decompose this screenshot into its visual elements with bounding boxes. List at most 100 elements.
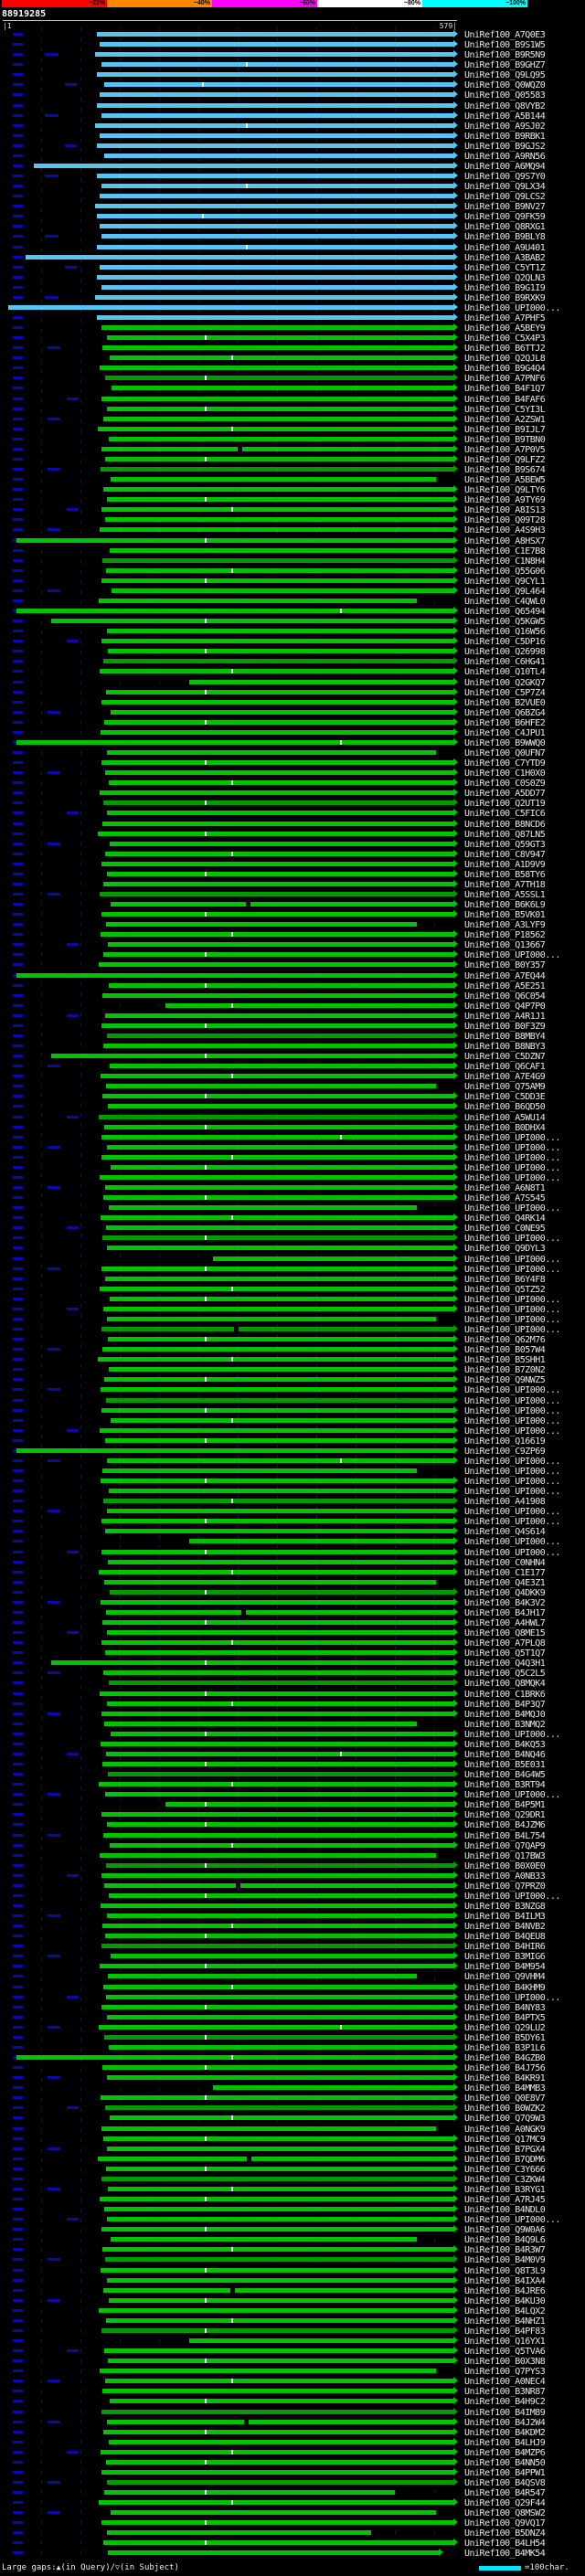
hit-label[interactable]: UniRef100_Q65494	[464, 607, 546, 617]
alignment-bar[interactable]	[16, 609, 453, 613]
hit-label[interactable]: UniRef100_C0NE95	[464, 1224, 546, 1235]
alignment-row[interactable]: UniRef100_UPI000...	[0, 1304, 585, 1315]
hit-label[interactable]: UniRef100_Q8ME15	[464, 1628, 546, 1639]
alignment-bar[interactable]	[103, 1124, 453, 1129]
alignment-row[interactable]: UniRef100_A8IS13	[0, 504, 585, 515]
alignment-bar[interactable]	[165, 1802, 453, 1807]
alignment-bar[interactable]	[105, 1225, 453, 1231]
alignment-row[interactable]: UniRef100_B3NZG8	[0, 1901, 585, 1912]
alignment-bar[interactable]	[102, 992, 453, 998]
hit-label[interactable]: UniRef100_A5WU14	[464, 1112, 546, 1123]
alignment-bar[interactable]	[99, 264, 453, 270]
alignment-bar[interactable]	[101, 1327, 453, 1331]
hit-label[interactable]: UniRef100_B4NY83	[464, 2002, 546, 2013]
alignment-row[interactable]: UniRef100_C5DD3E	[0, 1091, 585, 1102]
alignment-bar[interactable]	[94, 122, 453, 128]
alignment-bar[interactable]	[97, 244, 453, 249]
alignment-row[interactable]: UniRef100_Q9VQ17	[0, 2518, 585, 2528]
alignment-bar[interactable]	[101, 112, 453, 118]
hit-label[interactable]: UniRef100_B0Y357	[464, 960, 546, 971]
hit-label[interactable]: UniRef100_C0S0Z9	[464, 779, 546, 790]
alignment-row[interactable]: UniRef100_C0NHN4	[0, 1557, 585, 1568]
alignment-bar[interactable]	[103, 487, 453, 493]
hit-label[interactable]: UniRef100_B4F1Q7	[464, 384, 546, 395]
hit-label[interactable]: UniRef100_C4QWL0	[464, 596, 546, 607]
alignment-row[interactable]: UniRef100_B4JRE6	[0, 2285, 585, 2296]
hit-label[interactable]: UniRef100_B0F3Z9	[464, 1021, 546, 1032]
alignment-bar[interactable]	[106, 497, 453, 503]
hit-label[interactable]: UniRef100_B4J756	[464, 2063, 546, 2074]
alignment-row[interactable]: UniRef100_B4HIR6	[0, 1941, 585, 1952]
alignment-row[interactable]: UniRef100_Q9W0A6	[0, 2224, 585, 2235]
alignment-bar[interactable]	[100, 1599, 453, 1605]
alignment-row[interactable]: UniRef100_Q16YX1	[0, 2336, 585, 2347]
alignment-bar[interactable]	[104, 1276, 453, 1281]
alignment-bar[interactable]	[16, 2055, 453, 2060]
alignment-row[interactable]: UniRef100_Q5T1Q7	[0, 1648, 585, 1659]
hit-label[interactable]: UniRef100_C5FIC6	[464, 809, 546, 820]
hit-label[interactable]: UniRef100_A5BEY9	[464, 323, 546, 334]
alignment-bar[interactable]	[99, 92, 453, 98]
hit-label[interactable]: UniRef100_B4KHM9	[464, 1982, 546, 1993]
hit-label[interactable]: UniRef100_C1N8H4	[464, 556, 546, 567]
alignment-bar[interactable]	[101, 2520, 453, 2526]
alignment-row[interactable]: UniRef100_Q9LCS2	[0, 191, 585, 202]
hit-label[interactable]: UniRef100_A6MQ94	[464, 161, 546, 172]
alignment-bar[interactable]	[101, 1872, 453, 1878]
alignment-bar[interactable]	[103, 2429, 453, 2434]
alignment-bar[interactable]	[107, 2479, 453, 2485]
hit-label[interactable]: UniRef100_Q4P7P0	[464, 1001, 546, 1012]
alignment-row[interactable]: UniRef100_Q5TVA6	[0, 2346, 585, 2357]
alignment-row[interactable]: UniRef100_Q2QLN3	[0, 272, 585, 283]
alignment-bar[interactable]	[104, 1792, 453, 1797]
hit-label[interactable]: UniRef100_Q5KGW5	[464, 617, 546, 628]
alignment-bar[interactable]	[108, 2550, 439, 2556]
hit-label[interactable]: UniRef100_UPI000...	[464, 1790, 560, 1801]
alignment-bar[interactable]	[103, 2348, 453, 2353]
alignment-bar[interactable]	[105, 689, 453, 694]
hit-label[interactable]: UniRef100_B9GHZ7	[464, 60, 546, 71]
alignment-row[interactable]: UniRef100_B4JH17	[0, 1607, 585, 1618]
alignment-row[interactable]: UniRef100_Q26998	[0, 646, 585, 657]
alignment-row[interactable]: UniRef100_Q9NWZ5	[0, 1374, 585, 1385]
alignment-row[interactable]: UniRef100_Q55G06	[0, 566, 585, 577]
hit-label[interactable]: UniRef100_A8HSX7	[464, 535, 546, 546]
alignment-bar[interactable]	[104, 2257, 453, 2263]
alignment-row[interactable]: UniRef100_A0NB33	[0, 1871, 585, 1882]
alignment-bar[interactable]	[94, 204, 453, 209]
alignment-bar[interactable]	[98, 962, 453, 968]
alignment-row[interactable]: UniRef100_B9BLY8	[0, 231, 585, 242]
alignment-bar[interactable]	[103, 2136, 453, 2141]
alignment-row[interactable]: UniRef100_A7PHF5	[0, 313, 585, 323]
alignment-row[interactable]: UniRef100_B4MZP6	[0, 2447, 585, 2458]
alignment-row[interactable]: UniRef100_Q09T28	[0, 514, 585, 525]
hit-label[interactable]: UniRef100_B8NCD6	[464, 819, 546, 830]
alignment-row[interactable]: UniRef100_Q2QJL8	[0, 353, 585, 364]
alignment-row[interactable]: UniRef100_B4NDL0	[0, 2204, 585, 2215]
alignment-bar[interactable]	[100, 1741, 453, 1746]
hit-label[interactable]: UniRef100_UPI000...	[464, 1477, 560, 1487]
hit-label[interactable]: UniRef100_A9RN56	[464, 151, 546, 162]
hit-label[interactable]: UniRef100_B4JRE6	[464, 2285, 546, 2296]
alignment-bar[interactable]	[99, 790, 453, 796]
alignment-row[interactable]: UniRef100_B0DHX4	[0, 1122, 585, 1133]
hit-label[interactable]: UniRef100_Q0E8V7	[464, 2094, 546, 2104]
alignment-row[interactable]: UniRef100_C5FIC6	[0, 808, 585, 820]
alignment-row[interactable]: UniRef100_A7TH18	[0, 879, 585, 890]
alignment-bar[interactable]	[101, 1134, 453, 1140]
hit-label[interactable]: UniRef100_B6QD50	[464, 1102, 546, 1113]
alignment-row[interactable]: UniRef100_B4M0V9	[0, 2254, 585, 2266]
alignment-row[interactable]: UniRef100_B9G4Q4	[0, 363, 585, 374]
alignment-bar[interactable]	[97, 72, 453, 78]
alignment-bar[interactable]	[104, 1529, 453, 1534]
alignment-row[interactable]: UniRef100_B4P3Q7	[0, 1699, 585, 1710]
alignment-bar[interactable]	[105, 1397, 453, 1403]
hit-label[interactable]: UniRef100_UPI000...	[464, 1203, 560, 1214]
alignment-row[interactable]: UniRef100_A5E251	[0, 981, 585, 991]
alignment-row[interactable]: UniRef100_B9RBK1	[0, 131, 585, 142]
hit-label[interactable]: UniRef100_B9R5N9	[464, 50, 546, 61]
hit-label[interactable]: UniRef100_B4M0V9	[464, 2255, 546, 2266]
alignment-row[interactable]: UniRef100_B8MBY4	[0, 1031, 585, 1042]
hit-label[interactable]: UniRef100_A5B144	[464, 111, 546, 122]
hit-label[interactable]: UniRef100_A2ZSW1	[464, 414, 546, 425]
